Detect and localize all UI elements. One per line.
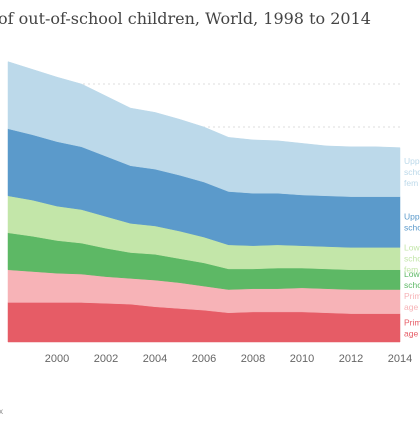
legend-label-line: Low [404, 269, 420, 279]
x-tick-label: 2004 [143, 353, 167, 365]
area-series [7, 61, 401, 343]
legend-label-line: scho [404, 254, 420, 264]
legend-label-line: Upp [404, 156, 420, 166]
legend-label-line: Prim [404, 317, 420, 327]
legend-label-line: Upp [404, 212, 420, 222]
x-axis-ticks: 2000 2002 2004 2006 2008 2010 2012 2014 [45, 353, 412, 365]
legend-label-2: Prim age [404, 291, 420, 312]
x-tick-label: 2000 [45, 353, 69, 365]
legend-label-line: fem [404, 178, 418, 188]
legend-label-1: Prim age [404, 317, 420, 338]
x-tick-label: 2010 [290, 353, 314, 365]
legend-label-line: scho [404, 167, 420, 177]
x-tick-label: 2014 [388, 353, 412, 365]
legend-label-line: age [404, 328, 418, 338]
source-note: x [0, 407, 3, 416]
chart-title: of out-of-school children, World, 1998 t… [0, 9, 371, 28]
legend-label-line: Low [404, 243, 420, 253]
x-tick-label: 2006 [192, 353, 216, 365]
x-tick-label: 2002 [94, 353, 118, 365]
x-tick-label: 2008 [241, 353, 265, 365]
legend-label-6: Upp scho fem [404, 156, 420, 188]
legend-label-line: scho [404, 223, 420, 233]
legend-label-5: Upp scho [404, 212, 420, 233]
legend-label-3: Low scho [404, 269, 420, 290]
legend-label-line: fem [404, 265, 418, 275]
legend-label-line: scho [404, 280, 420, 290]
legend-label-line: Prim [404, 291, 420, 301]
legend-label-line: age [404, 302, 418, 312]
area-series-6 [7, 61, 401, 197]
x-tick-label: 2012 [339, 353, 363, 365]
legend-label-4: Low scho fem [404, 243, 420, 275]
